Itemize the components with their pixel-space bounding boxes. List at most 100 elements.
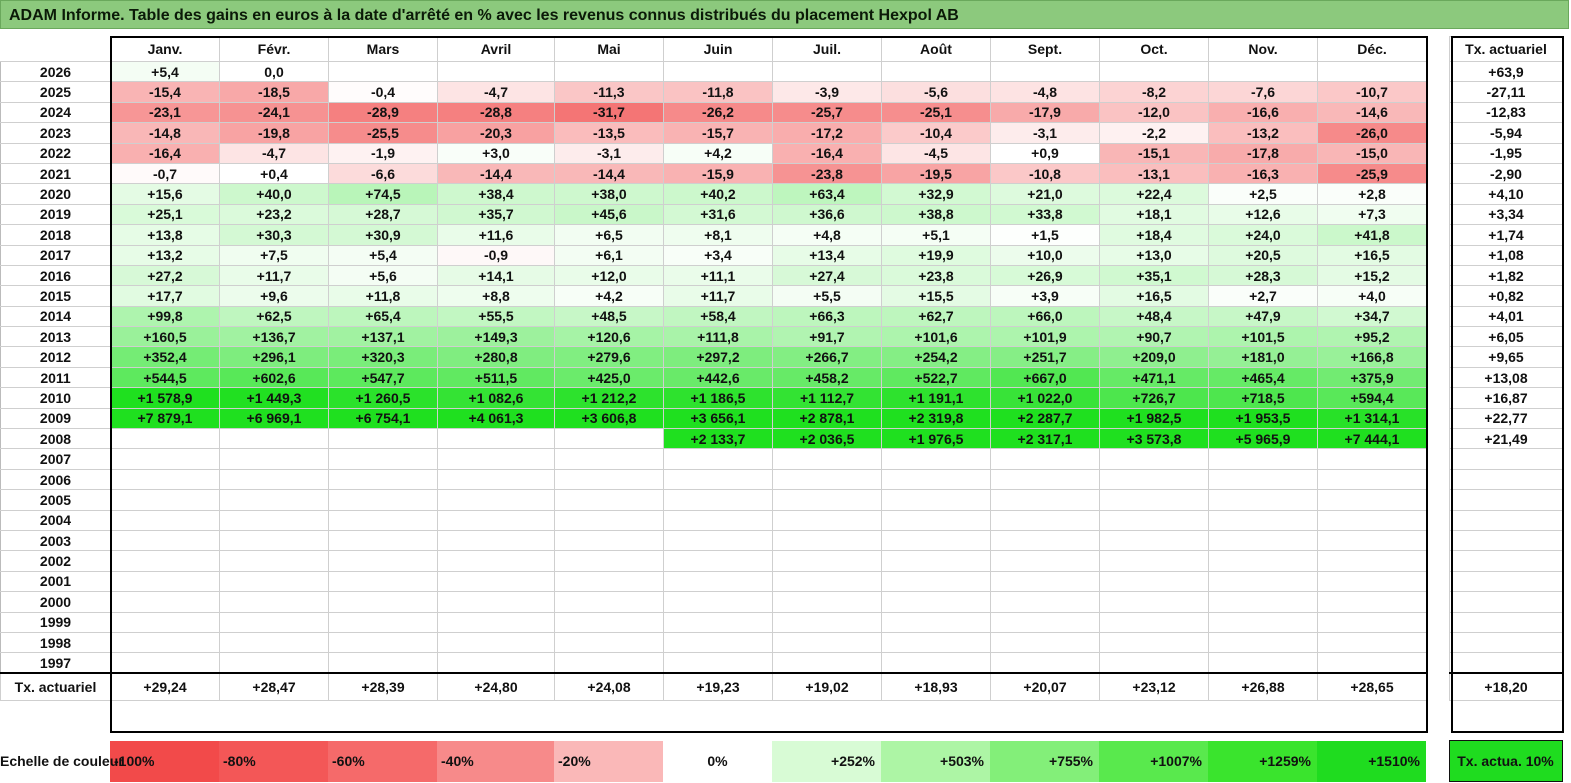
value-cell: +1 982,5 [1099, 407, 1209, 430]
gap-cell [1426, 163, 1450, 184]
annual-value: +4,01 [1449, 305, 1563, 328]
value-cell: +55,5 [437, 305, 555, 328]
value-cell [219, 529, 329, 552]
value-cell: +27,4 [772, 264, 882, 287]
value-cell [1208, 60, 1318, 83]
value-cell [554, 489, 664, 511]
table-row: 2026 +5,4 0,0 +63,9 [0, 60, 1563, 83]
value-cell [328, 428, 438, 450]
year-label: 2007 [0, 448, 111, 470]
value-cell: +58,4 [663, 305, 773, 328]
value-cell: +17,7 [110, 285, 220, 307]
value-cell [1099, 509, 1209, 531]
value-cell: +1 976,5 [881, 428, 991, 450]
summary-annual: +18,20 [1449, 672, 1563, 701]
annual-value [1449, 631, 1563, 654]
value-cell [1317, 448, 1427, 470]
year-label: 2010 [0, 387, 111, 409]
value-cell: +11,7 [219, 264, 329, 287]
value-cell [881, 509, 991, 531]
value-cell [328, 652, 438, 674]
value-cell: -14,8 [110, 122, 220, 144]
value-cell [881, 591, 991, 613]
table-row: 1997 [0, 652, 1563, 674]
value-cell: -25,7 [772, 101, 882, 124]
gap-cell [1426, 122, 1450, 144]
value-cell [1099, 489, 1209, 511]
value-cell: +22,4 [1099, 183, 1209, 205]
value-cell: +1 212,2 [554, 387, 664, 409]
value-cell: +16,5 [1099, 285, 1209, 307]
value-cell [990, 631, 1100, 654]
month-header: Déc. [1317, 36, 1427, 62]
month-header: Août [881, 36, 991, 62]
year-label: 2008 [0, 428, 111, 450]
value-cell: -13,2 [1208, 122, 1318, 144]
value-cell [554, 448, 664, 470]
value-cell [328, 611, 438, 633]
value-cell: +111,8 [663, 326, 773, 348]
value-cell [772, 468, 882, 491]
value-cell: -14,4 [437, 162, 555, 185]
value-cell [328, 529, 438, 552]
value-cell: -2,2 [1099, 122, 1209, 144]
annual-value: -5,94 [1449, 122, 1563, 144]
value-cell: -10,8 [990, 162, 1100, 185]
annual-value: +3,34 [1449, 203, 1563, 226]
summary-value: +29,24 [110, 672, 220, 701]
value-cell: +4,2 [663, 142, 773, 164]
value-cell [1317, 529, 1427, 552]
value-cell [1099, 591, 1209, 613]
value-cell: +38,8 [881, 203, 991, 226]
table-row: 2007 [0, 448, 1563, 470]
annual-value: -1,95 [1449, 142, 1563, 164]
value-cell: +166,8 [1317, 346, 1427, 368]
annual-value: -2,90 [1449, 162, 1563, 185]
value-cell: +4,8 [772, 224, 882, 246]
value-cell: +12,6 [1208, 203, 1318, 226]
value-cell [437, 509, 555, 531]
value-cell: +19,9 [881, 244, 991, 266]
value-cell: -13,5 [554, 122, 664, 144]
annual-value: +13,08 [1449, 366, 1563, 389]
value-cell: +1 260,5 [328, 387, 438, 409]
value-cell [110, 448, 220, 470]
gap-cell [1426, 448, 1450, 470]
summary-value: +18,93 [881, 672, 991, 701]
value-cell: -16,4 [772, 142, 882, 164]
scale-step: +755% [990, 740, 1099, 782]
value-cell: +6,1 [554, 244, 664, 266]
month-header: Sept. [990, 36, 1100, 62]
value-cell: -13,1 [1099, 162, 1209, 185]
value-cell [219, 570, 329, 593]
value-cell: +8,8 [437, 285, 555, 307]
table-row: 2019 +25,1 +23,2 +28,7 +35,7 +45,6 +31,6 +36,6 +… [0, 203, 1563, 226]
scale-step: +1007% [1099, 740, 1208, 782]
value-cell [437, 428, 555, 450]
value-cell: -23,1 [110, 101, 220, 124]
value-cell: +375,9 [1317, 366, 1427, 389]
value-cell [772, 570, 882, 593]
value-cell [437, 468, 555, 491]
annual-value: +4,10 [1449, 183, 1563, 205]
month-header: Mars [328, 36, 438, 62]
annual-value [1449, 468, 1563, 491]
value-cell: +62,5 [219, 305, 329, 328]
gains-table: Janv. Févr. Mars Avril Mai Juin Juil. Août Sept.… [0, 36, 1563, 701]
annual-value [1449, 652, 1563, 674]
value-cell [437, 529, 555, 552]
value-cell: +5,1 [881, 224, 991, 246]
value-cell [990, 570, 1100, 593]
value-cell: -12,0 [1099, 101, 1209, 124]
value-cell: +8,1 [663, 224, 773, 246]
value-cell [881, 489, 991, 511]
value-cell: +15,2 [1317, 264, 1427, 287]
value-cell: +15,5 [881, 285, 991, 307]
value-cell [110, 428, 220, 450]
value-cell: +320,3 [328, 346, 438, 368]
value-cell: +3,9 [990, 285, 1100, 307]
gap-cell [1426, 204, 1450, 225]
value-cell: +11,8 [328, 285, 438, 307]
value-cell [328, 631, 438, 654]
scale-step: +1510% [1317, 740, 1426, 782]
